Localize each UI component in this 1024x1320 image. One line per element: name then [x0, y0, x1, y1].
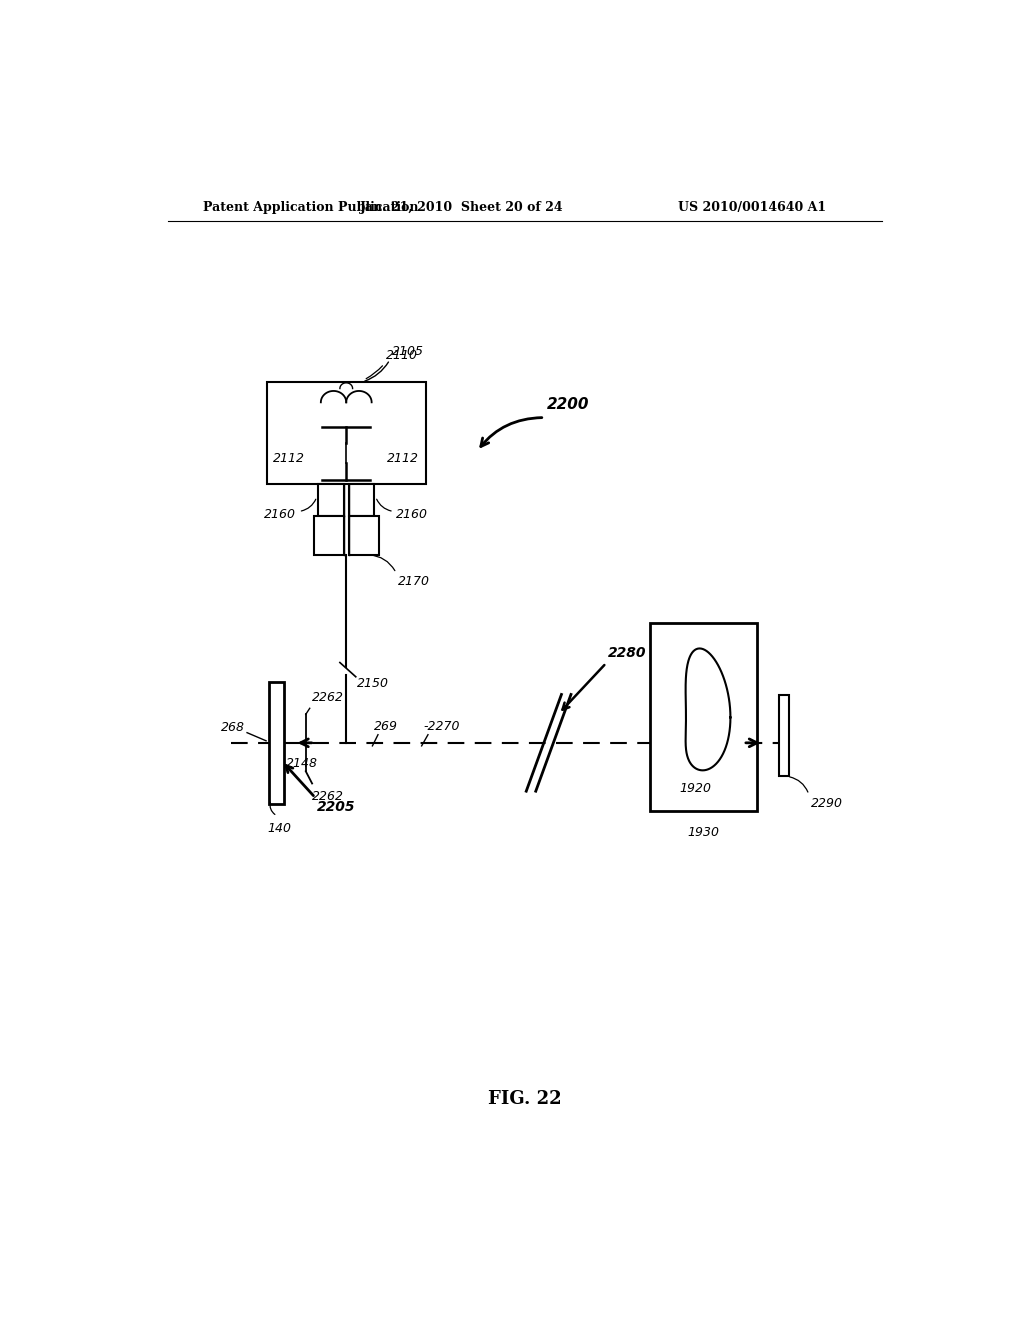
Text: 2160: 2160	[264, 508, 296, 521]
Text: 2280: 2280	[608, 645, 646, 660]
Text: -2270: -2270	[423, 719, 460, 733]
Text: 2160: 2160	[396, 508, 428, 521]
Text: 2205: 2205	[316, 800, 355, 813]
Text: 2150: 2150	[357, 677, 389, 690]
Text: US 2010/0014640 A1: US 2010/0014640 A1	[678, 201, 826, 214]
Bar	[267, 381, 426, 483]
Text: 269: 269	[374, 719, 398, 733]
Bar	[318, 483, 344, 516]
Text: 2148: 2148	[286, 758, 317, 770]
Bar	[313, 516, 344, 554]
Text: Patent Application Publication: Patent Application Publication	[204, 201, 419, 214]
Polygon shape	[686, 648, 730, 771]
Text: 1930: 1930	[688, 826, 720, 840]
Text: FIG. 22: FIG. 22	[488, 1089, 561, 1107]
Text: 268: 268	[221, 721, 246, 734]
Bar	[348, 516, 379, 554]
Text: 2290: 2290	[811, 797, 843, 809]
Bar	[650, 623, 758, 810]
Text: 2200: 2200	[547, 397, 590, 412]
Bar	[348, 483, 374, 516]
Text: 1920: 1920	[680, 783, 712, 795]
Text: 2105: 2105	[391, 345, 424, 358]
Text: 2262: 2262	[312, 789, 344, 803]
Text: Jan. 21, 2010  Sheet 20 of 24: Jan. 21, 2010 Sheet 20 of 24	[359, 201, 563, 214]
Text: 2110: 2110	[386, 348, 418, 362]
Bar	[778, 696, 790, 776]
Text: 140: 140	[267, 822, 292, 836]
Text: 2262: 2262	[312, 692, 344, 704]
Text: 2112: 2112	[273, 451, 305, 465]
Text: 2112: 2112	[387, 451, 419, 465]
Bar	[269, 682, 284, 804]
Text: 2170: 2170	[397, 576, 430, 589]
